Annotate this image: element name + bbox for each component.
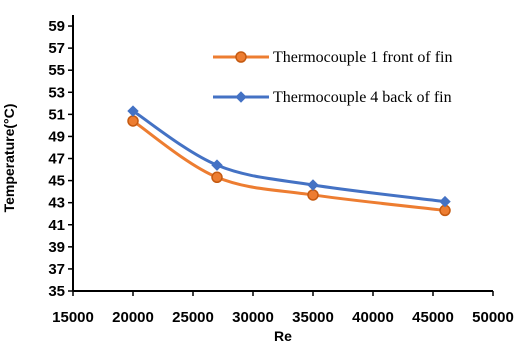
plot-area: [127, 105, 451, 217]
data-point: [211, 159, 223, 171]
series-line: [132, 109, 446, 204]
x-tick-label: 40000: [352, 309, 394, 326]
y-tick-label: 55: [48, 62, 65, 79]
y-tick-label: 45: [48, 173, 65, 190]
y-tick-label: 37: [48, 261, 65, 278]
data-point: [211, 171, 223, 184]
y-tick-label: 47: [48, 151, 65, 168]
y-tick-label: 39: [48, 239, 65, 256]
x-tick-label: 15000: [52, 309, 94, 326]
legend-marker: [235, 91, 247, 103]
legend-item: Thermocouple 1 front of fin: [213, 49, 453, 66]
series-1: [127, 115, 451, 217]
x-tick-label: 35000: [292, 309, 334, 326]
y-tick-label: 43: [48, 195, 65, 212]
y-tick-label: 41: [48, 217, 65, 234]
data-point: [127, 105, 139, 117]
y-tick-label: 53: [48, 84, 65, 101]
y-tick-label: 51: [48, 106, 65, 123]
x-axis-title: Re: [274, 328, 292, 344]
axes: 35 37 39 41 43 45 47 49 51 53 55 57 59 15000 20000 2500…: [48, 15, 514, 326]
data-point: [439, 195, 451, 208]
legend-label: Thermocouple 4 back of fin: [273, 89, 452, 106]
y-tick-label: 59: [48, 18, 65, 35]
x-tick-label: 50000: [472, 309, 514, 326]
legend-item: Thermocouple 4 back of fin: [213, 89, 452, 106]
data-point: [127, 115, 139, 127]
x-tick-label: 25000: [172, 309, 214, 326]
legend-marker: [235, 51, 247, 63]
x-tick-label: 20000: [112, 309, 154, 326]
x-tick-label: 45000: [412, 309, 454, 326]
y-axis-title: Temperature(°C): [1, 104, 17, 213]
legend: Thermocouple 1 front of fin Thermocouple …: [213, 49, 453, 106]
x-tick-label: 30000: [232, 309, 274, 326]
y-tick-label: 35: [48, 283, 65, 300]
data-point: [307, 179, 319, 191]
y-tick-label: 57: [48, 40, 65, 57]
y-tick-label: 49: [48, 128, 65, 145]
data-point: [307, 189, 319, 201]
series-line: [132, 119, 446, 212]
series-2: [127, 105, 451, 208]
legend-label: Thermocouple 1 front of fin: [273, 49, 453, 66]
